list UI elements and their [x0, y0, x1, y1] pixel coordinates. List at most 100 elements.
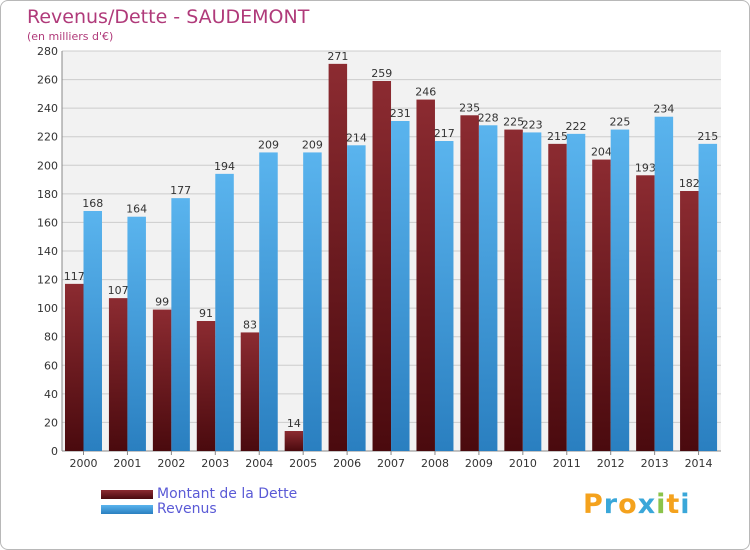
data-label-revenus: 223 — [522, 118, 543, 131]
legend-swatch-revenus — [101, 505, 153, 514]
bar-revenus — [259, 152, 278, 451]
data-label-revenus: 234 — [653, 103, 674, 116]
x-tick-label: 2008 — [421, 457, 449, 470]
x-tick-label: 2010 — [509, 457, 537, 470]
y-tick-label: 260 — [37, 74, 58, 87]
data-label-revenus: 217 — [434, 127, 455, 140]
y-tick-label: 20 — [44, 416, 58, 429]
logo-letter: x — [637, 489, 657, 520]
x-tick-label: 2013 — [641, 457, 669, 470]
bar-dette — [284, 431, 304, 451]
data-label-dette: 259 — [371, 67, 392, 80]
x-tick-label: 2014 — [685, 457, 713, 470]
x-tick-label: 2011 — [553, 457, 581, 470]
bar-revenus — [215, 173, 234, 451]
bar-revenus — [610, 129, 630, 452]
x-tick-label: 2001 — [113, 457, 141, 470]
bar-revenus — [391, 121, 410, 451]
data-label-revenus: 228 — [478, 111, 499, 124]
y-tick-label: 180 — [37, 188, 58, 201]
proxiti-logo: Proxiti — [583, 489, 691, 520]
data-label-dette: 117 — [64, 270, 85, 283]
y-tick-label: 160 — [37, 216, 58, 229]
x-tick-label: 2012 — [597, 457, 625, 470]
data-label-revenus: 177 — [170, 184, 191, 197]
y-tick-label: 0 — [51, 445, 58, 458]
data-label-dette: 271 — [327, 50, 348, 63]
data-label-dette: 14 — [287, 417, 301, 430]
bar-revenus — [654, 116, 674, 451]
x-tick-label: 2004 — [245, 457, 273, 470]
x-tick-label: 2002 — [157, 457, 185, 470]
data-label-revenus: 231 — [390, 107, 411, 120]
bar-revenus — [347, 145, 366, 452]
bar-dette — [592, 159, 611, 452]
x-tick-label: 2000 — [70, 457, 98, 470]
y-tick-label: 100 — [37, 302, 58, 315]
data-label-revenus: 164 — [126, 203, 147, 216]
bar-revenus — [171, 198, 190, 451]
bar-dette — [372, 81, 392, 451]
y-tick-label: 120 — [37, 274, 58, 287]
bar-dette — [504, 129, 523, 452]
y-tick-label: 140 — [37, 245, 58, 258]
bar-revenus — [478, 125, 498, 452]
data-label-dette: 182 — [679, 177, 700, 190]
bar-dette — [108, 298, 128, 451]
x-tick-label: 2007 — [377, 457, 405, 470]
y-tick-label: 220 — [37, 131, 58, 144]
y-tick-label: 280 — [37, 45, 58, 58]
bar-dette — [152, 309, 172, 451]
data-label-revenus: 225 — [609, 116, 630, 129]
data-label-dette: 246 — [415, 86, 436, 99]
bar-dette — [328, 63, 348, 451]
bar-revenus — [127, 216, 146, 451]
data-label-revenus: 194 — [214, 160, 235, 173]
bar-revenus — [434, 141, 454, 451]
x-tick-label: 2005 — [289, 457, 317, 470]
data-label-dette: 99 — [155, 296, 169, 309]
bar-revenus — [566, 133, 586, 451]
y-tick-label: 200 — [37, 159, 58, 172]
data-label-revenus: 209 — [302, 138, 323, 151]
logo-letter: P — [583, 489, 604, 520]
data-label-dette: 91 — [199, 307, 213, 320]
bar-dette — [680, 191, 699, 451]
data-label-revenus: 209 — [258, 138, 279, 151]
logo-letter: t — [666, 489, 681, 520]
data-label-dette: 215 — [547, 130, 568, 143]
bar-dette — [65, 283, 84, 451]
bar-dette — [636, 175, 655, 452]
bar-dette — [548, 143, 567, 451]
x-tick-label: 2003 — [201, 457, 229, 470]
bar-dette — [240, 332, 260, 451]
data-label-revenus: 222 — [566, 120, 587, 133]
data-label-dette: 107 — [108, 284, 129, 297]
x-tick-label: 2009 — [465, 457, 493, 470]
chart-subtitle: (en milliers d'€) — [27, 30, 114, 43]
y-tick-label: 40 — [44, 388, 58, 401]
y-tick-label: 240 — [37, 102, 58, 115]
data-label-revenus: 214 — [346, 131, 367, 144]
logo-letter: r — [603, 489, 619, 520]
logo-letter: o — [618, 489, 638, 520]
bar-dette — [416, 99, 435, 452]
data-label-revenus: 168 — [82, 197, 103, 210]
chart-title: Revenus/Dette - SAUDEMONT — [27, 6, 310, 28]
bar-revenus — [698, 143, 718, 451]
data-label-dette: 83 — [243, 318, 257, 331]
y-tick-label: 80 — [44, 331, 58, 344]
bar-revenus — [83, 211, 102, 451]
logo-letter: i — [680, 489, 691, 520]
legend-swatch-dette — [101, 490, 153, 499]
data-label-dette: 193 — [635, 161, 656, 174]
legend-label-revenus: Revenus — [157, 501, 217, 517]
data-label-dette: 225 — [503, 116, 524, 129]
data-label-dette: 204 — [591, 146, 612, 159]
bar-revenus — [522, 132, 542, 451]
data-label-revenus: 215 — [697, 130, 718, 143]
logo-letter: i — [656, 489, 667, 520]
y-tick-label: 60 — [44, 359, 58, 372]
bar-dette — [196, 321, 216, 451]
